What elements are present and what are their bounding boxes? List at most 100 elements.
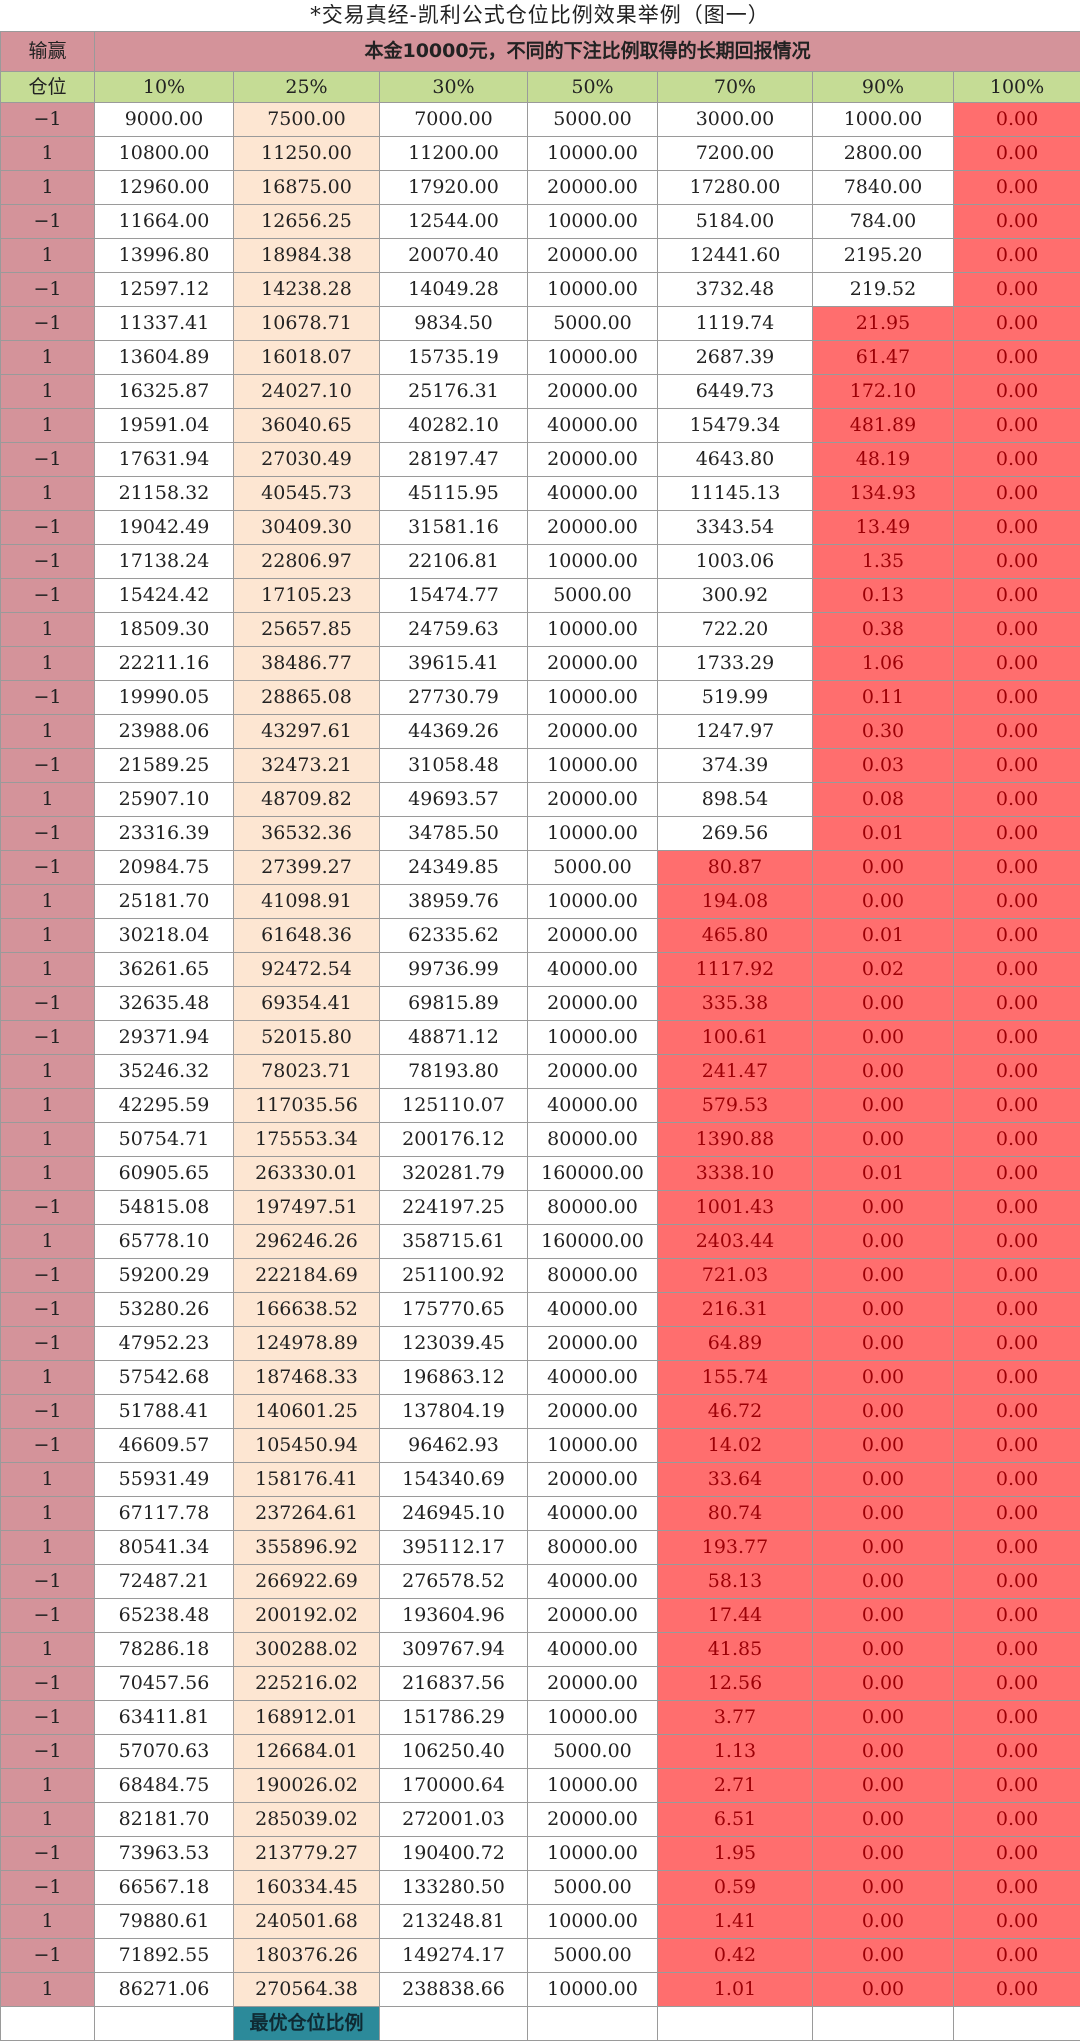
value-70pct: 2403.44 [658,1225,813,1259]
value-25pct: 197497.51 [234,1191,380,1225]
value-50pct: 5000.00 [528,307,658,341]
value-10pct: 32635.48 [95,987,234,1021]
value-90pct: 0.00 [813,851,954,885]
value-90pct: 2800.00 [813,137,954,171]
value-70pct: 269.56 [658,817,813,851]
value-50pct: 10000.00 [528,681,658,715]
value-30pct: 14049.28 [380,273,528,307]
value-100pct: 0.00 [954,1123,1080,1157]
value-50pct: 20000.00 [528,375,658,409]
value-10pct: 65778.10 [95,1225,234,1259]
value-100pct: 0.00 [954,1497,1080,1531]
value-50pct: 80000.00 [528,1531,658,1565]
value-100pct: 0.00 [954,375,1080,409]
win-loss-cell: −1 [1,1599,95,1633]
value-30pct: 28197.47 [380,443,528,477]
value-70pct: 6449.73 [658,375,813,409]
value-100pct: 0.00 [954,1055,1080,1089]
win-loss-cell: −1 [1,749,95,783]
win-loss-cell: −1 [1,681,95,715]
empty-cell [95,2007,234,2041]
value-30pct: 238838.66 [380,1973,528,2007]
value-30pct: 276578.52 [380,1565,528,1599]
win-loss-cell: −1 [1,1871,95,1905]
value-10pct: 10800.00 [95,137,234,171]
value-30pct: 125110.07 [380,1089,528,1123]
value-25pct: 27030.49 [234,443,380,477]
value-25pct: 27399.27 [234,851,380,885]
value-10pct: 25181.70 [95,885,234,919]
value-70pct: 1.95 [658,1837,813,1871]
value-90pct: 0.00 [813,1701,954,1735]
value-30pct: 24759.63 [380,613,528,647]
value-70pct: 194.08 [658,885,813,919]
pct-header: 100% [954,72,1080,103]
value-25pct: 355896.92 [234,1531,380,1565]
value-100pct: 0.00 [954,307,1080,341]
value-10pct: 71892.55 [95,1939,234,1973]
value-30pct: 7000.00 [380,103,528,137]
value-90pct: 0.13 [813,579,954,613]
empty-cell [954,2007,1080,2041]
win-loss-cell: 1 [1,1225,95,1259]
pct-header: 90% [813,72,954,103]
value-30pct: 45115.95 [380,477,528,511]
value-25pct: 105450.94 [234,1429,380,1463]
value-10pct: 13604.89 [95,341,234,375]
win-loss-cell: −1 [1,1667,95,1701]
value-100pct: 0.00 [954,579,1080,613]
value-90pct: 0.00 [813,1939,954,1973]
value-90pct: 0.00 [813,1735,954,1769]
value-70pct: 3000.00 [658,103,813,137]
value-100pct: 0.00 [954,953,1080,987]
value-70pct: 14.02 [658,1429,813,1463]
value-70pct: 11145.13 [658,477,813,511]
value-70pct: 2.71 [658,1769,813,1803]
win-loss-cell: 1 [1,1973,95,2007]
value-25pct: 168912.01 [234,1701,380,1735]
value-100pct: 0.00 [954,1429,1080,1463]
win-loss-cell: 1 [1,1633,95,1667]
win-loss-cell: −1 [1,205,95,239]
position-header: 仓位 [1,72,95,103]
value-10pct: 67117.78 [95,1497,234,1531]
value-30pct: 224197.25 [380,1191,528,1225]
value-70pct: 155.74 [658,1361,813,1395]
value-90pct: 784.00 [813,205,954,239]
value-25pct: 140601.25 [234,1395,380,1429]
value-25pct: 28865.08 [234,681,380,715]
value-90pct: 0.00 [813,1021,954,1055]
win-loss-cell: 1 [1,1463,95,1497]
value-70pct: 12441.60 [658,239,813,273]
value-90pct: 0.01 [813,817,954,851]
value-100pct: 0.00 [954,1633,1080,1667]
best-position-label: 最优仓位比例 [234,2007,380,2041]
value-50pct: 10000.00 [528,1769,658,1803]
value-90pct: 0.00 [813,1633,954,1667]
value-25pct: 36040.65 [234,409,380,443]
value-10pct: 79880.61 [95,1905,234,1939]
win-loss-header: 输赢 [1,32,95,72]
value-25pct: 41098.91 [234,885,380,919]
value-50pct: 20000.00 [528,443,658,477]
value-10pct: 82181.70 [95,1803,234,1837]
value-30pct: 358715.61 [380,1225,528,1259]
value-10pct: 15424.42 [95,579,234,613]
value-50pct: 10000.00 [528,205,658,239]
value-100pct: 0.00 [954,171,1080,205]
win-loss-cell: 1 [1,1531,95,1565]
value-30pct: 123039.45 [380,1327,528,1361]
value-100pct: 0.00 [954,1089,1080,1123]
value-70pct: 193.77 [658,1531,813,1565]
value-50pct: 10000.00 [528,1905,658,1939]
